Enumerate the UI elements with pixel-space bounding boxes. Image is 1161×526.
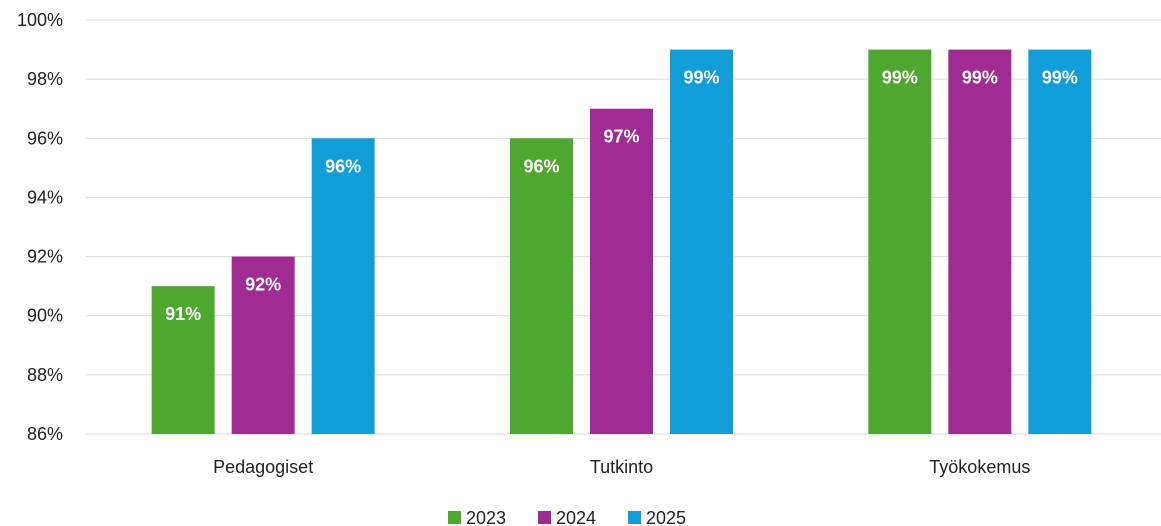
legend-swatch-2023 (448, 511, 461, 524)
legend-label: 2024 (556, 508, 596, 526)
bar-2023-työkokemus (868, 49, 932, 434)
legend-swatch-2024 (538, 511, 551, 524)
x-category-label: Pedagogiset (213, 457, 313, 477)
data-label: 99% (683, 68, 719, 88)
x-category-label: Tutkinto (590, 457, 653, 477)
legend-swatch-2025 (628, 511, 641, 524)
data-label: 99% (962, 68, 998, 88)
bar-2023-pedagogiset (151, 286, 215, 434)
y-tick-label: 92% (27, 247, 63, 267)
data-label: 96% (523, 156, 559, 176)
data-label: 91% (165, 304, 201, 324)
y-tick-label: 100% (17, 10, 63, 30)
bar-2024-pedagogiset (231, 256, 295, 434)
legend-label: 2023 (466, 508, 506, 526)
x-category-label: Työkokemus (929, 457, 1030, 477)
legend-label: 2025 (646, 508, 686, 526)
data-label: 99% (882, 68, 918, 88)
data-label: 96% (325, 156, 361, 176)
bar-2024-työkokemus (948, 49, 1012, 434)
y-tick-label: 94% (27, 187, 63, 207)
bar-2024-tutkinto (590, 108, 653, 434)
data-label: 99% (1042, 68, 1078, 88)
bar-2023-tutkinto (510, 138, 573, 435)
bar-2025-pedagogiset (311, 138, 375, 435)
bar-2025-työkokemus (1028, 49, 1092, 434)
y-tick-label: 98% (27, 69, 63, 89)
y-tick-label: 90% (27, 306, 63, 326)
y-tick-label: 96% (27, 128, 63, 148)
data-label: 97% (603, 127, 639, 147)
data-label: 92% (245, 275, 281, 295)
y-tick-label: 86% (27, 424, 63, 444)
y-tick-label: 88% (27, 365, 63, 385)
bar-2025-tutkinto (670, 49, 733, 434)
